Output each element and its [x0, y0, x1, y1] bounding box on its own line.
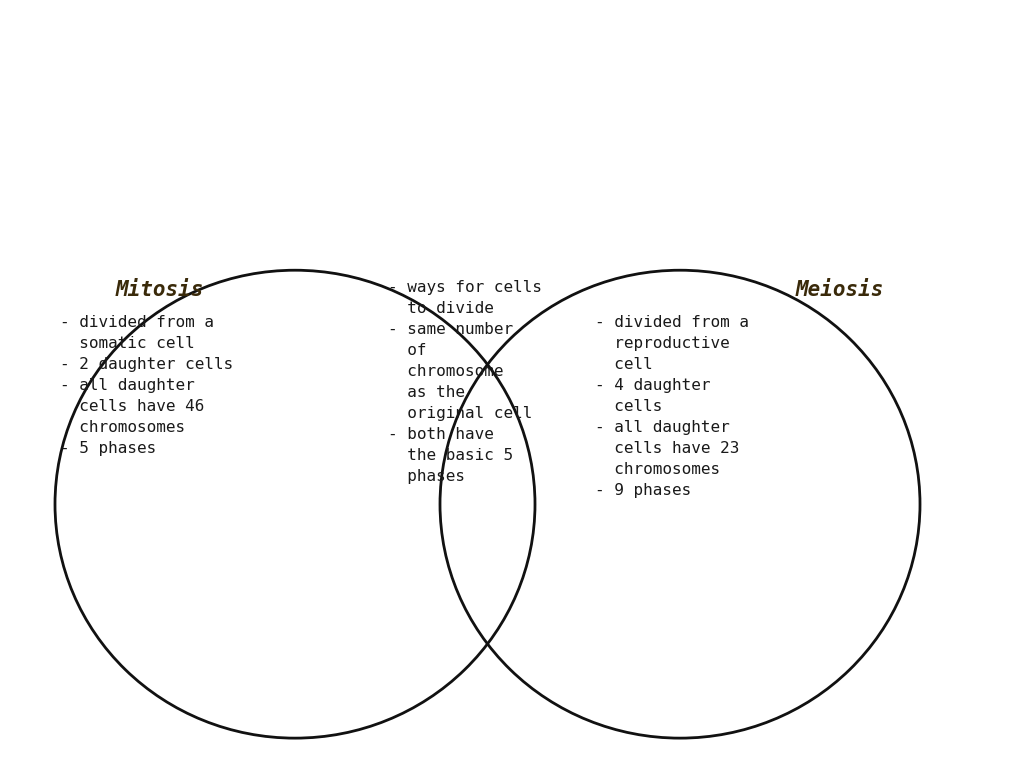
Text: - ways for cells
  to divide
- same number
  of
  chromosome
  as the
  original: - ways for cells to divide - same number…: [388, 280, 542, 484]
Text: This compare and contrasts: This compare and contrasts: [100, 58, 924, 114]
Text: Mitosis: Mitosis: [116, 280, 204, 300]
Text: mitosis and meiosis: mitosis and meiosis: [195, 161, 829, 222]
Text: Meiosis: Meiosis: [796, 280, 884, 300]
Text: - divided from a
  somatic cell
- 2 daughter cells
- all daughter
  cells have 4: - divided from a somatic cell - 2 daught…: [60, 315, 233, 456]
Text: - divided from a
  reproductive
  cell
- 4 daughter
  cells
- all daughter
  cel: - divided from a reproductive cell - 4 d…: [595, 315, 749, 498]
